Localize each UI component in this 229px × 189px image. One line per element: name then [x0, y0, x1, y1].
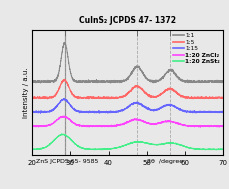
- Text: ZnS JCPDS 65- 9585: ZnS JCPDS 65- 9585: [36, 159, 98, 164]
- X-axis label: CuInS₂ JCPDS 47- 1372: CuInS₂ JCPDS 47- 1372: [79, 16, 175, 25]
- Legend: 1:1, 1:5, 1:15, 1:20 ZnCl₂, 1:20 ZnSt₂: 1:1, 1:5, 1:15, 1:20 ZnCl₂, 1:20 ZnSt₂: [170, 31, 221, 67]
- Text: 2θ  /degree: 2θ /degree: [146, 159, 182, 164]
- Y-axis label: Intensity / a.u.: Intensity / a.u.: [23, 67, 29, 118]
